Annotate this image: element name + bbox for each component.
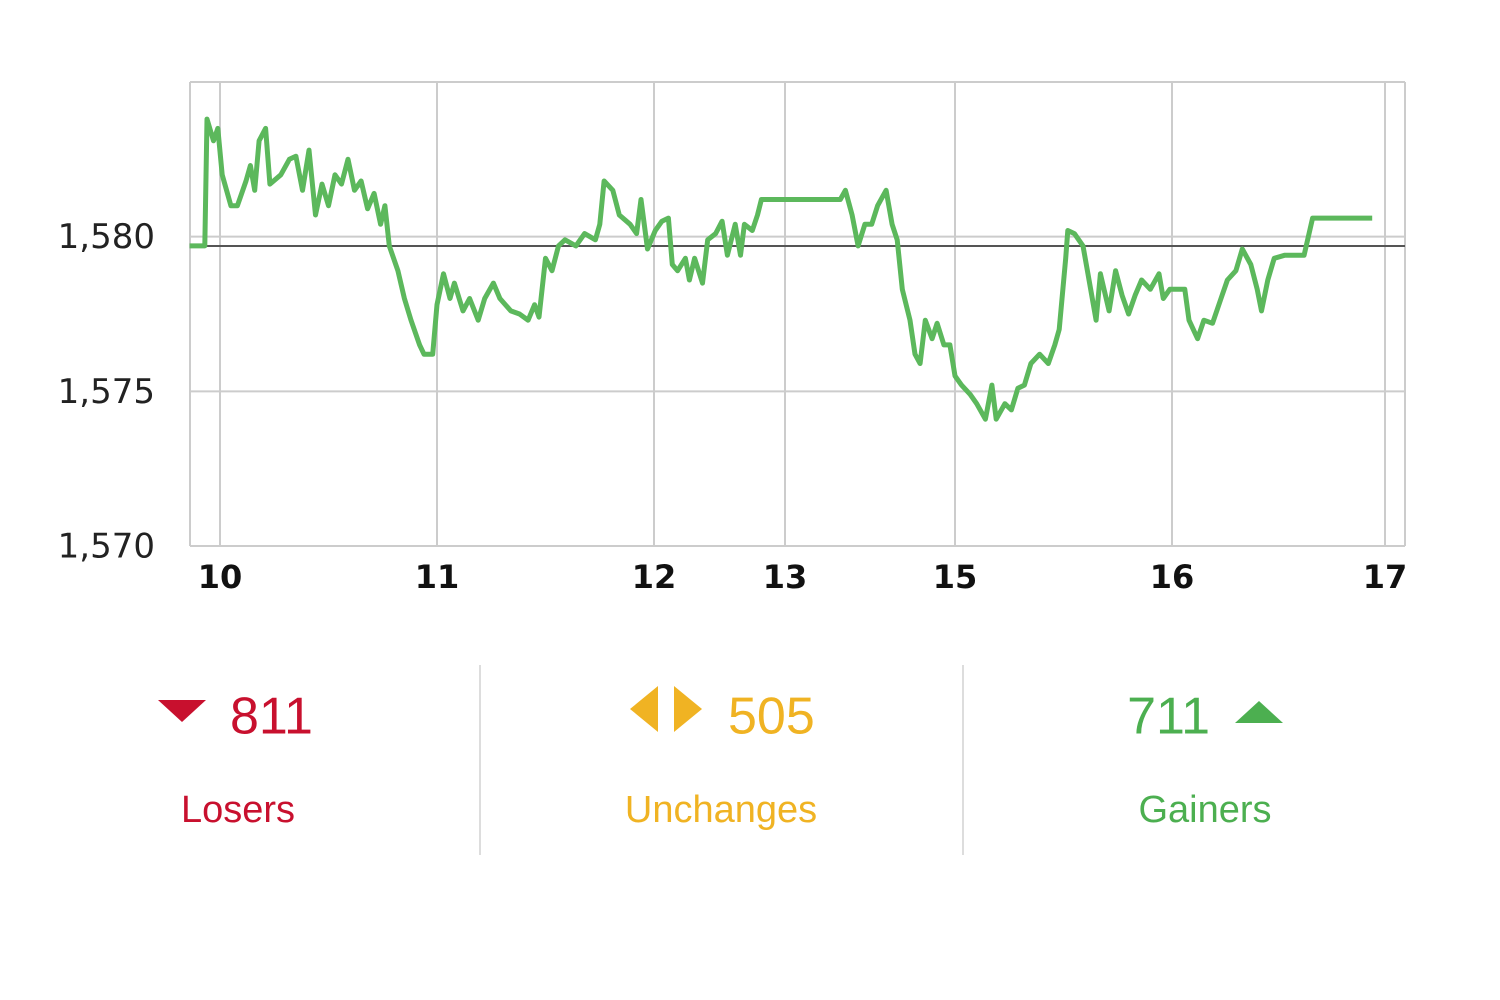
y-tick-label: 1,570 (58, 527, 155, 567)
x-tick-label: 15 (933, 558, 978, 596)
unchanged-count: 505 (728, 688, 815, 746)
down-icon (158, 700, 206, 722)
x-tick-label: 12 (632, 558, 677, 596)
y-tick-label: 1,575 (58, 372, 155, 412)
gainers-count: 711 (1127, 688, 1210, 746)
x-tick-label: 16 (1150, 558, 1195, 596)
x-tick-label: 11 (415, 558, 460, 596)
right-icon (674, 686, 702, 732)
unchanged-label: Unchanges (625, 789, 817, 831)
x-tick-label: 10 (198, 558, 243, 596)
losers-label: Losers (181, 789, 295, 831)
losers-count: 811 (230, 688, 313, 746)
price-line (189, 116, 1373, 422)
x-tick-label: 17 (1363, 558, 1408, 596)
left-icon (630, 686, 658, 732)
y-tick-label: 1,580 (58, 217, 155, 257)
x-tick-label: 13 (763, 558, 808, 596)
up-icon (1235, 701, 1283, 723)
gainers-label: Gainers (1138, 789, 1271, 831)
